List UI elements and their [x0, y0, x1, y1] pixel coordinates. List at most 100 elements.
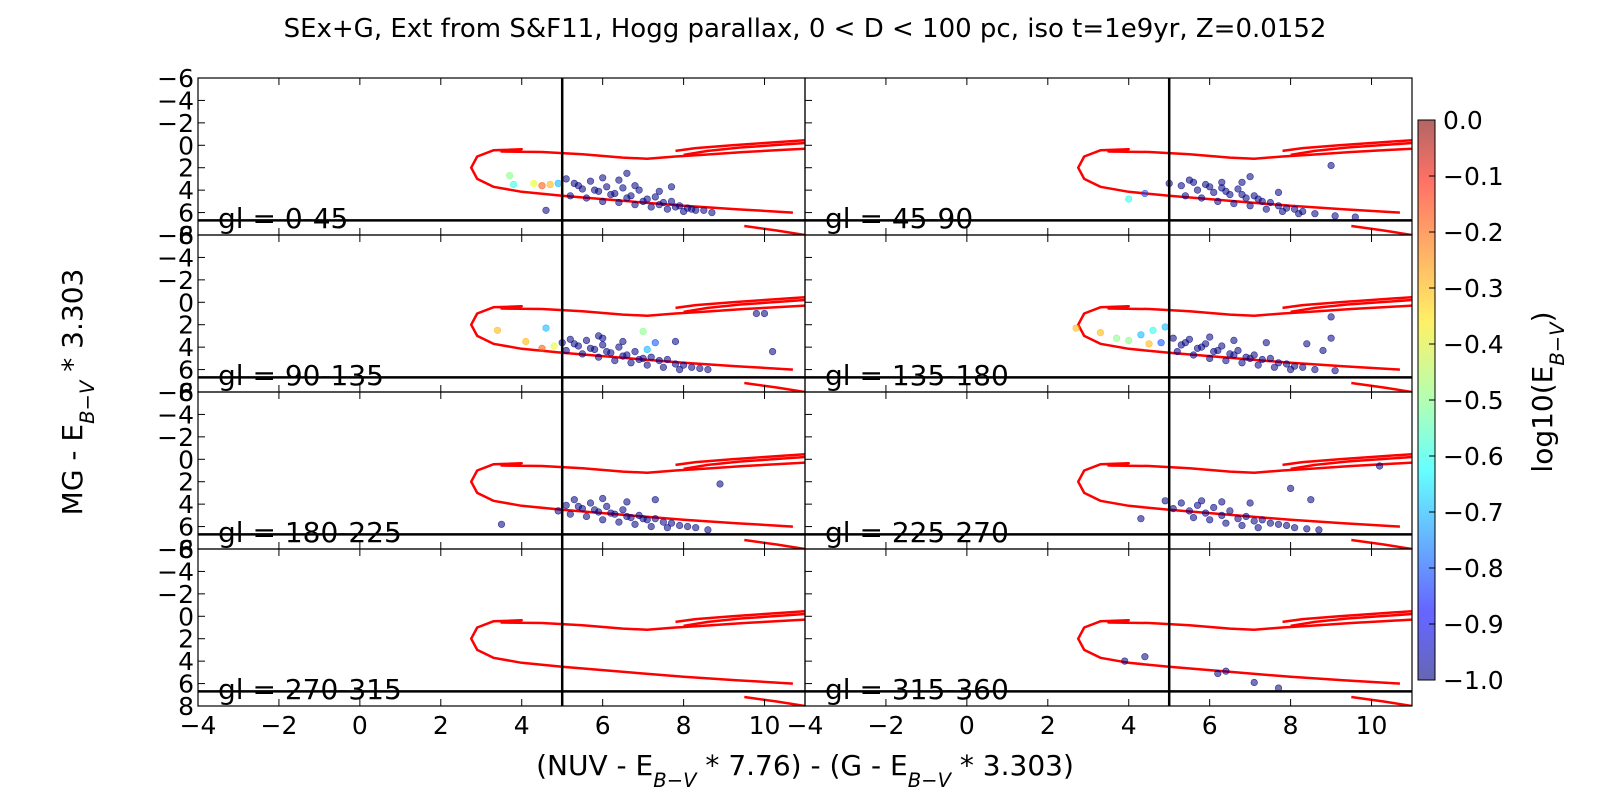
colorbar-tick-label: −1.0: [1443, 666, 1504, 695]
data-point: [1331, 367, 1339, 375]
isochrone-line: [675, 295, 805, 310]
data-point: [1072, 324, 1080, 332]
data-point: [619, 337, 627, 346]
y-tick-label: 8: [178, 535, 194, 564]
y-tick-label: −6: [157, 535, 194, 564]
data-point: [659, 518, 668, 526]
data-point: [590, 186, 599, 194]
data-point: [623, 512, 631, 521]
isochrone-line: [1290, 612, 1412, 628]
data-point: [1262, 339, 1270, 347]
colorbar-tick-label: −0.2: [1443, 218, 1504, 247]
isochrone-line: [675, 138, 805, 153]
data-point: [607, 191, 615, 199]
data-point: [1282, 360, 1291, 368]
y-tick-label: −2: [157, 580, 194, 609]
y-tick-label: −2: [157, 266, 194, 295]
y-tick-label: 0: [178, 602, 194, 631]
data-point: [1295, 210, 1303, 218]
data-point: [647, 353, 655, 361]
data-point: [1226, 507, 1234, 515]
data-point: [1218, 178, 1226, 186]
data-point: [1206, 354, 1214, 363]
data-point: [1234, 346, 1242, 355]
x-tick-label: −4: [787, 711, 824, 740]
y-tick-label: 6: [178, 670, 194, 699]
data-point: [1222, 667, 1230, 675]
colorbar-label: log10(EB−V): [1526, 311, 1569, 472]
x-tick-label: 8: [1283, 711, 1299, 740]
data-point: [493, 326, 502, 334]
data-point: [1230, 336, 1238, 345]
data-point: [619, 352, 627, 360]
data-point: [1286, 366, 1295, 374]
data-point: [1230, 351, 1238, 359]
data-point: [1189, 351, 1198, 359]
data-point: [619, 184, 627, 192]
data-point: [1197, 194, 1206, 202]
data-point: [603, 183, 611, 191]
y-tick-label: 6: [178, 513, 194, 542]
data-point: [655, 201, 663, 209]
y-tick-label: −6: [157, 221, 194, 250]
data-point: [578, 350, 587, 358]
y-tick-label: 2: [178, 468, 194, 497]
data-point: [1258, 516, 1266, 524]
data-point: [639, 515, 647, 523]
data-point: [542, 206, 550, 214]
data-point: [1250, 678, 1258, 687]
data-point: [1246, 173, 1254, 181]
x-tick-label: 4: [514, 711, 530, 740]
data-point: [1214, 669, 1222, 678]
data-point: [542, 324, 550, 332]
y-tick-label: −6: [157, 64, 194, 93]
data-point: [1242, 512, 1250, 521]
data-point: [1206, 333, 1214, 341]
panel-label: gl = 180-225: [218, 516, 402, 549]
panel-8: gl = 315-360−4 −2 0 2 4 6 8 10: [787, 548, 1413, 740]
data-point: [615, 518, 623, 526]
data-point: [594, 332, 603, 340]
data-point: [619, 506, 627, 514]
data-point: [1141, 653, 1149, 661]
data-point: [615, 343, 623, 351]
y-tick-label: −4: [157, 86, 194, 115]
data-point: [599, 494, 607, 503]
data-point: [1161, 323, 1169, 331]
data-point: [1238, 191, 1246, 199]
x-tick-label: 0: [959, 711, 975, 740]
data-point: [1327, 334, 1335, 342]
y-tick-label: 0: [178, 288, 194, 317]
data-point: [566, 510, 574, 518]
data-point: [1181, 192, 1189, 200]
panel-6: gl = 225-270: [804, 391, 1413, 550]
data-point: [509, 180, 518, 189]
data-point: [671, 360, 680, 368]
chart-title: SEx+G, Ext from S&F11, Hogg parallax, 0 …: [284, 14, 1327, 44]
data-point: [1193, 186, 1202, 194]
data-point: [671, 337, 680, 346]
y-tick-label: 8: [178, 692, 194, 721]
y-tick-label: 2: [178, 625, 194, 654]
data-point: [1218, 342, 1226, 350]
data-point: [667, 183, 676, 191]
data-point: [1218, 498, 1226, 506]
y-tick-label: 4: [178, 490, 194, 519]
data-point: [655, 187, 663, 195]
data-point: [1149, 326, 1157, 334]
x-tick-label: 10: [1356, 711, 1388, 740]
isochrone-line: [744, 695, 805, 706]
data-point: [643, 361, 651, 369]
colorbar-tick-label: −0.8: [1443, 554, 1504, 583]
data-point: [631, 182, 639, 190]
data-point: [675, 521, 684, 530]
y-tick-label: −2: [157, 109, 194, 138]
panel-label: gl = 45-90: [825, 202, 973, 235]
data-point: [1222, 519, 1230, 527]
data-point: [1218, 511, 1226, 520]
data-point: [1214, 346, 1222, 355]
data-point: [1234, 515, 1242, 523]
data-point: [663, 355, 672, 364]
